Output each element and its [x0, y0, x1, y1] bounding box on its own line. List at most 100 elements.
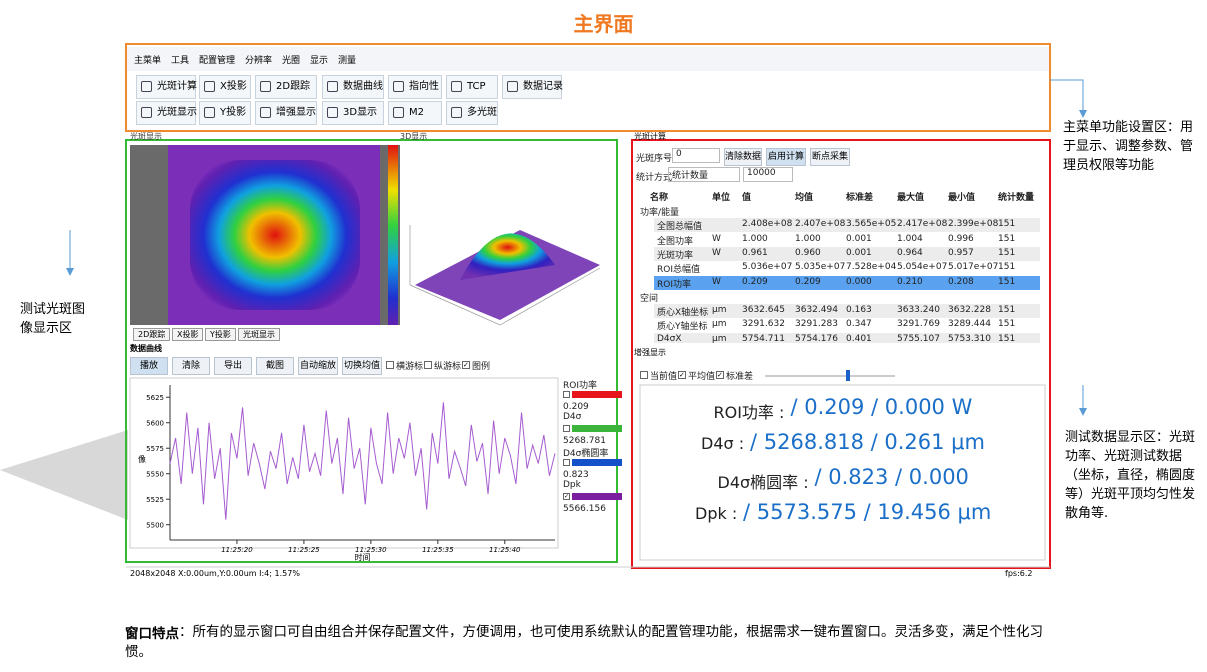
curve-button[interactable]: 切换均值: [342, 357, 382, 375]
legend-check[interactable]: ✓: [563, 493, 570, 500]
toolbar-button[interactable]: 光斑显示: [136, 101, 197, 125]
table-cell: 3.565e+05: [846, 219, 897, 230]
table-cell: W: [712, 247, 721, 258]
table-cell: 0.210: [897, 276, 923, 287]
toolbar-button[interactable]: M2: [388, 101, 442, 125]
group-row[interactable]: 空间: [640, 293, 659, 304]
checkbox[interactable]: ✓: [716, 371, 724, 379]
menu-tab[interactable]: 工具: [171, 56, 190, 66]
table-mask: [634, 343, 1048, 348]
table-cell: 2.408e+08: [742, 219, 793, 230]
toolbar-button[interactable]: Y投影: [199, 101, 251, 125]
legend-check[interactable]: [563, 425, 570, 432]
table-cell: 7.528e+04: [846, 262, 897, 273]
table-cell: 全图总幅值: [657, 222, 703, 233]
curve-button[interactable]: 自动缩放: [298, 357, 338, 375]
checkbox-label: 当前值: [650, 372, 678, 382]
menu-tab[interactable]: 显示: [310, 56, 329, 66]
curve-button[interactable]: 播放: [130, 357, 168, 375]
combo[interactable]: 0: [672, 148, 720, 163]
table-cell: 0.209: [742, 276, 768, 287]
legend-name: D4σ椭圆率: [563, 449, 609, 459]
table-cell: 3632.228: [948, 305, 991, 316]
legend-name: ROI功率: [563, 381, 597, 391]
table-cell: 0.208: [948, 276, 974, 287]
menu-tab[interactable]: 配置管理: [199, 56, 236, 66]
view-tab[interactable]: 光斑显示: [238, 328, 280, 341]
icon: [507, 81, 518, 92]
toolbar-button[interactable]: 多光斑: [446, 101, 498, 125]
legend-check[interactable]: [563, 459, 570, 466]
calc-button[interactable]: 清除数据: [724, 148, 762, 166]
spinbox[interactable]: 10000: [743, 167, 793, 182]
calc-button[interactable]: 启用计算: [766, 148, 806, 166]
data-line: [169, 402, 556, 520]
checkbox[interactable]: [386, 361, 394, 369]
group-row[interactable]: 功率/能量: [640, 208, 680, 218]
table-cell: D4σX: [657, 333, 682, 344]
table-header: 最大值: [897, 193, 925, 203]
icon: [393, 81, 404, 92]
annotation: 测试光斑图像显示区: [20, 302, 86, 336]
checkbox[interactable]: [424, 361, 432, 369]
toolbar-button[interactable]: 增强显示: [255, 101, 317, 125]
table-row[interactable]: [654, 218, 1040, 233]
curve-button[interactable]: 清除: [172, 357, 210, 375]
combo[interactable]: 统计数量: [668, 167, 740, 182]
toolbar-button[interactable]: 3D显示: [322, 101, 384, 125]
table-cell: μm: [712, 319, 727, 330]
table-cell: 质心Y轴坐标: [657, 322, 708, 333]
table-header: 均值: [795, 193, 814, 203]
table-cell: 151: [998, 276, 1016, 287]
table-row[interactable]: [654, 232, 1040, 247]
table-header: 单位: [712, 193, 731, 203]
table-cell: W: [712, 233, 721, 244]
table-cell: 2.417e+08: [897, 219, 948, 230]
legend-swatch: [572, 459, 622, 466]
table-row[interactable]: [654, 261, 1040, 276]
slider-handle[interactable]: [846, 370, 850, 381]
table-row[interactable]: [654, 275, 1040, 290]
table-row[interactable]: [654, 318, 1040, 333]
checkbox[interactable]: ✓: [462, 361, 470, 369]
toolbar-button[interactable]: 指向性: [388, 75, 442, 99]
menu-tab[interactable]: 光圈: [282, 56, 301, 66]
toolbar-button[interactable]: 2D跟踪: [255, 75, 317, 99]
toolbar-button[interactable]: X投影: [199, 75, 251, 99]
toolbar-button[interactable]: 数据记录: [502, 75, 563, 99]
y-tick-label: 5600: [146, 420, 164, 428]
curve-button[interactable]: 截图: [256, 357, 294, 375]
checkbox[interactable]: ✓: [678, 371, 686, 379]
legend-check[interactable]: [563, 391, 570, 398]
slider[interactable]: [765, 375, 895, 377]
label: 统计方式: [636, 173, 673, 183]
icon: [141, 107, 152, 118]
view-tab[interactable]: 2D跟踪: [133, 328, 171, 341]
menu-tab[interactable]: 主菜单: [134, 56, 162, 66]
curve-button[interactable]: 导出: [214, 357, 252, 375]
table-cell: ROI总幅值: [657, 265, 700, 276]
table-row[interactable]: [654, 246, 1040, 261]
y-tick-label: 5500: [146, 522, 164, 530]
main-title: 主界面: [573, 12, 634, 36]
menu-tab[interactable]: 分辨率: [245, 56, 273, 66]
table-cell: 3632.494: [795, 305, 838, 316]
toolbar-button[interactable]: TCP: [446, 75, 498, 99]
view-tab[interactable]: X投影: [172, 328, 204, 341]
table-cell: 3632.645: [742, 305, 785, 316]
toolbar-button[interactable]: 光斑计算: [136, 75, 197, 99]
checkbox[interactable]: [640, 371, 648, 379]
table-cell: W: [712, 276, 721, 287]
panel-title: 3D显示: [400, 132, 428, 141]
annotation: 主菜单功能设置区：用于显示、调整参数、管理员权限等功能: [1063, 120, 1194, 173]
table-header: 名称: [650, 193, 669, 203]
calc-button[interactable]: 断点采集: [810, 148, 850, 166]
table-row[interactable]: [654, 304, 1040, 319]
toolbar-button[interactable]: 数据曲线: [322, 75, 384, 99]
table-cell: 0.964: [897, 247, 923, 258]
y-axis-label: 像: [138, 454, 146, 464]
status-left: 2048x2048 X:0.00um,Y:0.00um I:4; 1.57%: [130, 569, 300, 578]
menu-tab[interactable]: 测量: [338, 56, 357, 66]
view-tab[interactable]: Y投影: [205, 328, 236, 341]
status-right: fps:6.2: [1005, 569, 1033, 578]
